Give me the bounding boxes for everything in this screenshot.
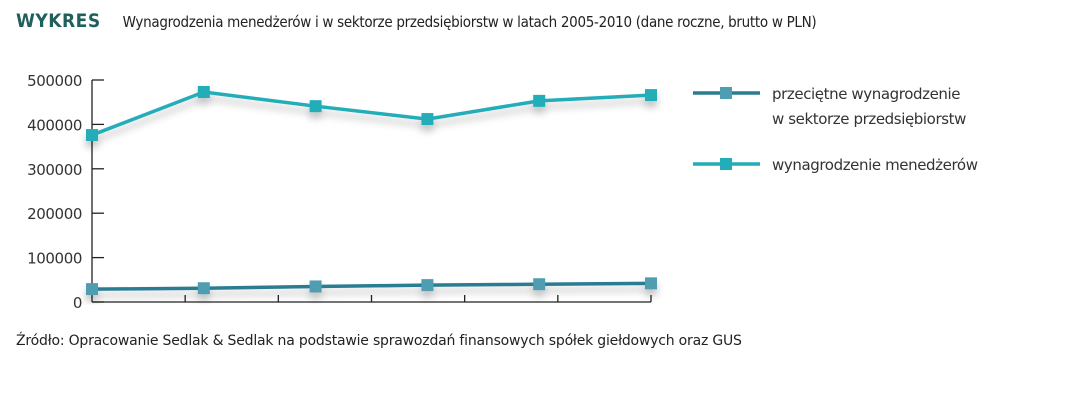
y-tick-label: 0 xyxy=(73,294,82,312)
y-tick-label: 100000 xyxy=(27,250,82,268)
legend-label: w sektorze przedsiębiorstw xyxy=(772,110,966,128)
legend-marker xyxy=(720,158,732,170)
series-1 xyxy=(86,85,657,142)
series-line xyxy=(91,90,652,137)
legend-item-0: przeciętne wynagrodzenie w sektorze przed… xyxy=(693,85,967,128)
legend-item-1: wynagrodzenie menedżerów xyxy=(693,156,978,174)
series-0 xyxy=(86,277,657,296)
data-point xyxy=(86,283,98,296)
y-tick-label: 300000 xyxy=(27,161,82,179)
y-tick-label: 400000 xyxy=(27,116,82,134)
chart-tag: WYKRES xyxy=(16,10,101,32)
y-tick-label: 500000 xyxy=(27,72,82,90)
line-chart: 0 100000 200000 300000 400000 500000 przecięt… xyxy=(27,72,978,312)
data-point xyxy=(645,277,657,290)
data-point xyxy=(421,113,434,126)
legend-label: wynagrodzenie menedżerów xyxy=(772,156,978,174)
data-point xyxy=(86,129,98,142)
source-note: Źródło: Opracowanie Sedlak & Sedlak na p… xyxy=(16,333,742,349)
data-point xyxy=(197,85,210,98)
data-point xyxy=(309,280,322,293)
data-point xyxy=(309,100,322,113)
chart-header: WYKRES Wynagrodzenia menedżerów i w sekt… xyxy=(16,10,817,32)
data-point xyxy=(533,278,546,291)
legend-label: przeciętne wynagrodzenie xyxy=(772,85,960,103)
legend-marker xyxy=(720,87,732,99)
chart-title: Wynagrodzenia menedżerów i w sektorze pr… xyxy=(122,13,817,31)
data-point xyxy=(645,89,657,102)
series-line xyxy=(91,281,652,291)
data-point xyxy=(533,94,546,107)
data-point xyxy=(197,282,210,295)
data-point xyxy=(421,279,434,292)
y-tick-label: 200000 xyxy=(27,205,82,223)
